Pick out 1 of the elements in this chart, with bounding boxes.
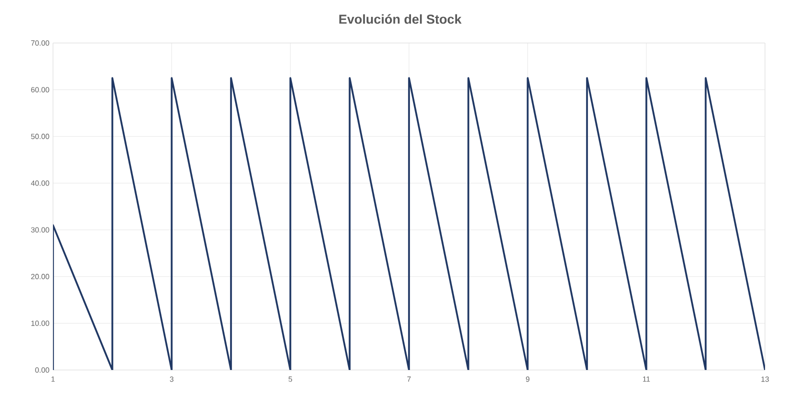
chart-title: Evolución del Stock: [339, 14, 462, 24]
